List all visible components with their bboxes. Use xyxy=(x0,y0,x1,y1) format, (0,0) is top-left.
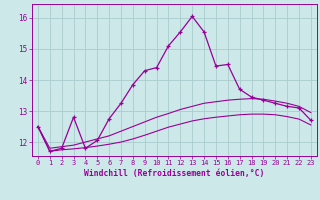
X-axis label: Windchill (Refroidissement éolien,°C): Windchill (Refroidissement éolien,°C) xyxy=(84,169,265,178)
